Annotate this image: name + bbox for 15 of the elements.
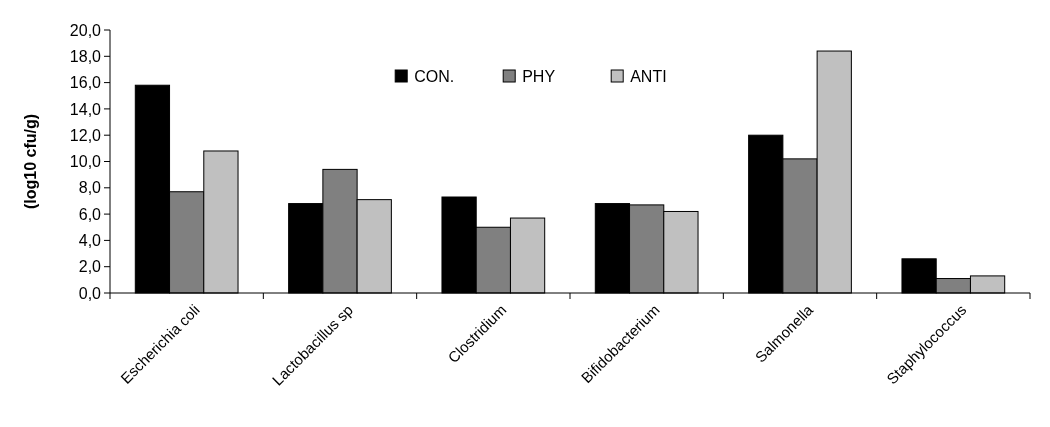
legend-label: PHY xyxy=(522,68,556,85)
legend-label: ANTI xyxy=(630,68,667,85)
y-tick-label: 0,0 xyxy=(78,284,102,302)
y-tick-label: 6,0 xyxy=(78,205,102,223)
y-tick-label: 14,0 xyxy=(69,100,102,118)
y-tick-label: 12,0 xyxy=(69,126,102,144)
y-axis-title: (log10 cfu/g) xyxy=(22,113,39,210)
legend-label: CON. xyxy=(414,68,455,85)
y-tick-label: 16,0 xyxy=(69,74,102,92)
y-tick-label: 8,0 xyxy=(78,179,102,197)
y-tick-label: 18,0 xyxy=(69,47,102,65)
y-tick-label: 2,0 xyxy=(78,258,102,276)
y-tick-label: 20,0 xyxy=(69,21,102,39)
y-tick-label: 10,0 xyxy=(69,153,102,171)
y-tick-label: 4,0 xyxy=(78,232,102,249)
